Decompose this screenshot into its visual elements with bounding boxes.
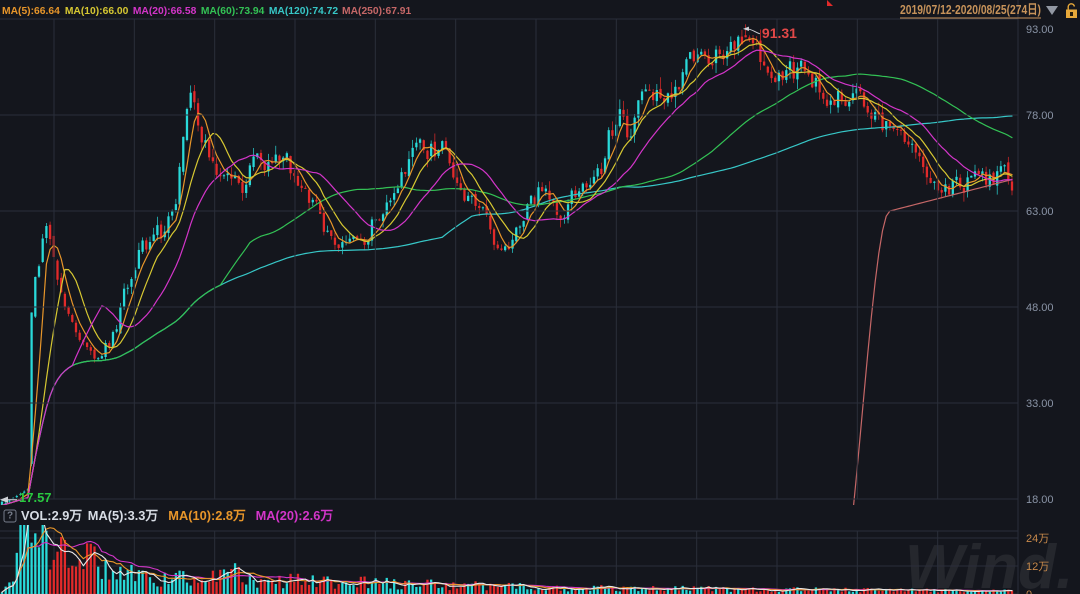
svg-text:0: 0 [1026, 589, 1032, 594]
svg-text:MA(10):2.8万: MA(10):2.8万 [168, 508, 246, 523]
svg-text:18.00: 18.00 [1026, 494, 1054, 506]
svg-text:17.57: 17.57 [19, 490, 52, 505]
svg-text:24万: 24万 [1026, 533, 1049, 545]
svg-text:MA(250):67.91: MA(250):67.91 [342, 6, 412, 17]
svg-text:91.31: 91.31 [762, 25, 797, 41]
svg-text:MA(5):3.3万: MA(5):3.3万 [88, 508, 159, 523]
svg-text:63.00: 63.00 [1026, 206, 1054, 218]
svg-text:MA(10):66.00: MA(10):66.00 [65, 6, 129, 17]
svg-text:MA(20):2.6万: MA(20):2.6万 [256, 508, 334, 523]
svg-text:?: ? [7, 511, 13, 522]
svg-text:MA(5):66.64: MA(5):66.64 [2, 6, 60, 17]
svg-text:93.00: 93.00 [1026, 24, 1054, 36]
svg-text:33.00: 33.00 [1026, 398, 1054, 410]
svg-text:MA(120):74.72: MA(120):74.72 [269, 6, 339, 17]
svg-text:MA(20):66.58: MA(20):66.58 [133, 6, 197, 17]
svg-text:78.00: 78.00 [1026, 110, 1054, 122]
svg-text:2019/07/12-2020/08/25(274日): 2019/07/12-2020/08/25(274日) [900, 2, 1041, 17]
svg-text:VOL:2.9万: VOL:2.9万 [21, 508, 82, 523]
svg-text:48.00: 48.00 [1026, 302, 1054, 314]
svg-text:MA(60):73.94: MA(60):73.94 [201, 6, 265, 17]
svg-text:12万: 12万 [1026, 561, 1049, 573]
